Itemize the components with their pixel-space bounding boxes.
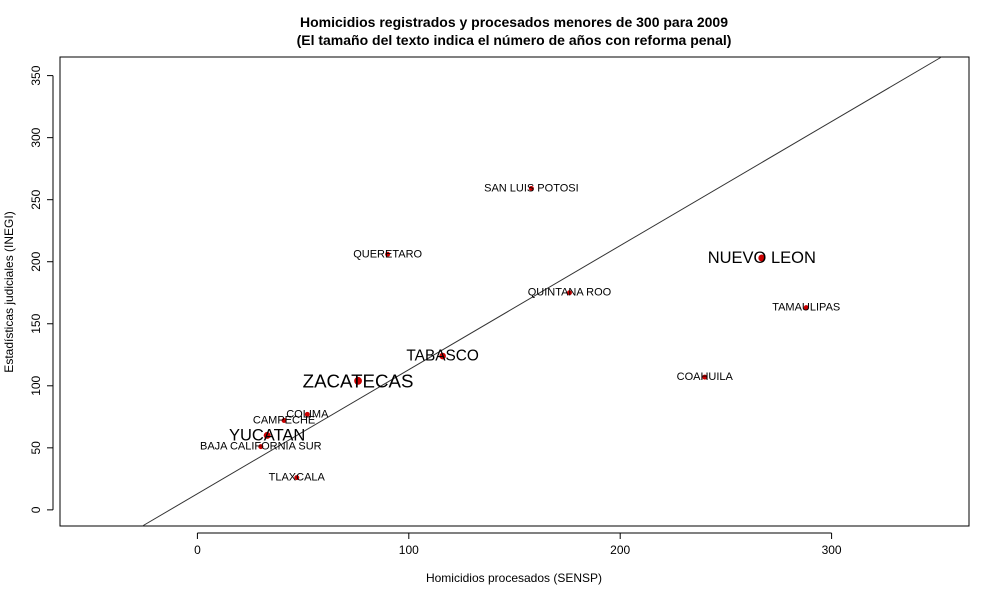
point-label: SAN LUIS POTOSI bbox=[484, 183, 579, 195]
point-label: YUCATAN bbox=[229, 426, 305, 444]
point-label: ZACATECAS bbox=[303, 370, 414, 391]
data-point bbox=[294, 475, 300, 481]
data-point bbox=[566, 290, 572, 296]
chart-title: Homicidios registrados y procesados meno… bbox=[300, 14, 728, 30]
plot-frame bbox=[59, 56, 970, 527]
point-label: COAHUILA bbox=[677, 371, 734, 383]
point-label: TABASCO bbox=[406, 348, 478, 365]
y-tick-label: 250 bbox=[29, 189, 43, 209]
data-points bbox=[258, 186, 809, 481]
data-point bbox=[702, 374, 708, 380]
point-label: COLIMA bbox=[286, 408, 329, 420]
x-tick-label: 0 bbox=[194, 543, 201, 557]
point-label: TAMAULIPAS bbox=[772, 302, 840, 314]
y-tick-label: 50 bbox=[29, 441, 43, 455]
point-label: BAJA CALIFORNIA SUR bbox=[200, 441, 322, 453]
point-label: TLAXCALA bbox=[269, 472, 326, 484]
y-axis: 0 50 100 150 200 250 300 350 bbox=[29, 65, 54, 513]
y-tick-label: 350 bbox=[29, 65, 43, 85]
point-label: QUINTANA ROO bbox=[528, 287, 612, 299]
y-tick-label: 300 bbox=[29, 127, 43, 147]
point-label: NUEVO LEON bbox=[708, 249, 816, 267]
data-point bbox=[354, 376, 362, 385]
point-label: CAMPECHE bbox=[253, 415, 315, 427]
data-point bbox=[304, 411, 310, 417]
point-label: QUERETARO bbox=[353, 248, 422, 260]
data-point bbox=[281, 418, 287, 424]
y-tick-label: 200 bbox=[29, 251, 43, 271]
y-tick-label: 150 bbox=[29, 313, 43, 333]
data-point bbox=[258, 444, 264, 450]
y-axis-label: Estadísticas judiciales (INEGI) bbox=[2, 211, 16, 372]
y-tick-label: 0 bbox=[29, 506, 43, 513]
point-labels: SAN LUIS POTOSI QUERETARO NUEVO LEON QUINTA… bbox=[200, 183, 840, 484]
y-tick-label: 100 bbox=[29, 375, 43, 395]
x-axis: 0 100 200 300 bbox=[194, 532, 842, 557]
data-point bbox=[528, 186, 534, 192]
data-point bbox=[263, 431, 271, 439]
chart-subtitle: (El tamaño del texto indica el número de… bbox=[297, 32, 732, 48]
x-tick-label: 300 bbox=[822, 543, 842, 557]
data-point bbox=[803, 305, 809, 311]
data-point bbox=[439, 352, 446, 360]
x-tick-label: 100 bbox=[399, 543, 419, 557]
x-axis-label: Homicidios procesados (SENSP) bbox=[426, 571, 602, 585]
data-point bbox=[385, 251, 391, 257]
reference-line bbox=[142, 56, 942, 527]
x-tick-label: 200 bbox=[610, 543, 630, 557]
data-point bbox=[758, 254, 766, 262]
